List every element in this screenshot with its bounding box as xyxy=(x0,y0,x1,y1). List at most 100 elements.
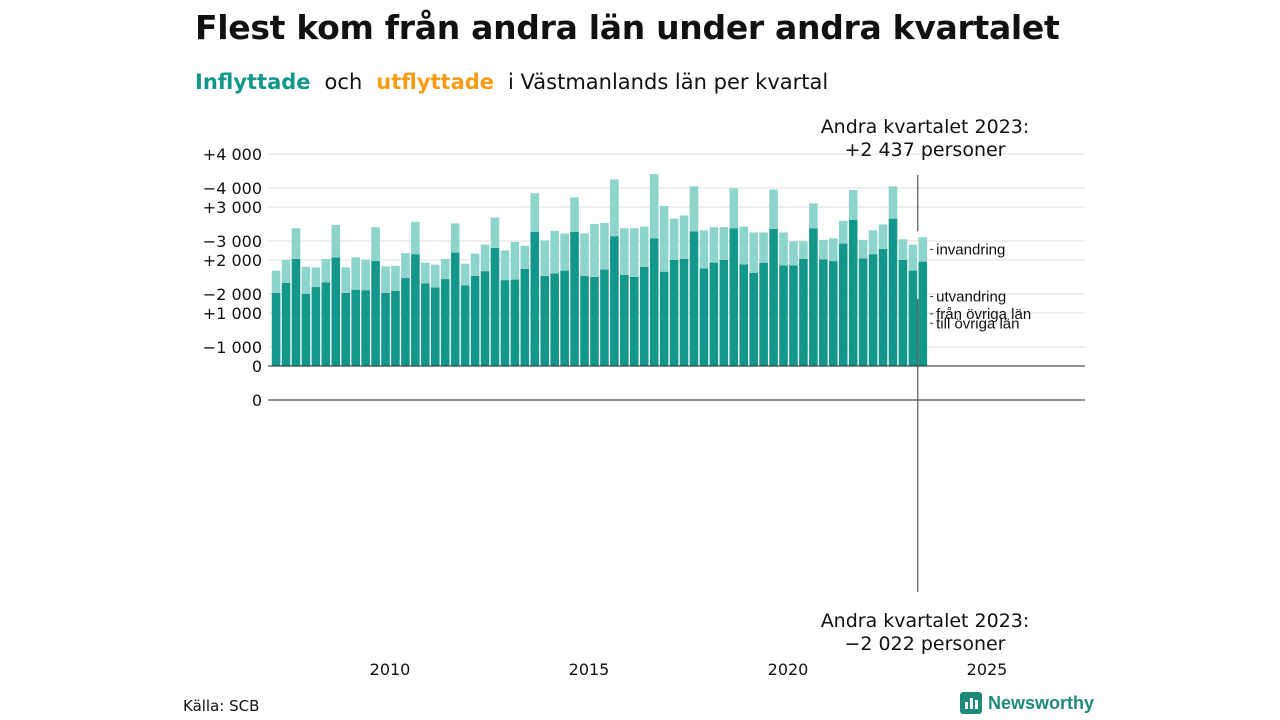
bar-in-counties-17 xyxy=(440,279,450,366)
bar-in-counties-35 xyxy=(620,274,629,366)
bar-in-immigration-14 xyxy=(411,221,420,255)
x-tick-1: 2015 xyxy=(569,660,610,679)
bar-in-counties-25 xyxy=(520,269,530,366)
y-tick-top-1: +3 000 xyxy=(203,198,262,217)
x-tick-3: 2025 xyxy=(967,660,1008,679)
bar-in-counties-19 xyxy=(460,285,470,366)
bar-in-immigration-40 xyxy=(669,218,679,260)
subtitle-utflyttade: utflyttade xyxy=(376,70,495,94)
bar-in-counties-13 xyxy=(401,278,410,366)
bar-in-immigration-38 xyxy=(649,174,659,239)
bar-in-immigration-0 xyxy=(271,270,281,293)
bar-in-counties-37 xyxy=(639,266,649,366)
y-tick-bottom-2: −2 000 xyxy=(203,285,262,304)
subtitle-och: och xyxy=(324,70,363,94)
bar-in-counties-59 xyxy=(858,258,868,366)
y-tick-bottom-1: −1 000 xyxy=(203,338,262,357)
bar-in-counties-36 xyxy=(629,276,639,366)
bar-in-immigration-50 xyxy=(769,189,778,229)
bar-in-immigration-59 xyxy=(858,239,868,259)
bar-in-immigration-35 xyxy=(620,228,629,275)
bar-in-immigration-30 xyxy=(570,197,579,232)
annotation-bottom-line-1: −2 022 personer xyxy=(845,633,1006,655)
bar-in-immigration-15 xyxy=(421,262,430,284)
brand-logo: Newsworthy xyxy=(960,692,1094,714)
bar-in-immigration-5 xyxy=(321,258,331,283)
chart-title: Flest kom från andra län under andra kva… xyxy=(195,8,1060,47)
bar-in-immigration-19 xyxy=(460,263,470,286)
bar-in-counties-44 xyxy=(709,262,719,366)
bar-in-counties-55 xyxy=(819,259,828,366)
bar-in-counties-28 xyxy=(550,273,559,366)
bar-in-counties-30 xyxy=(570,231,579,366)
bar-in-immigration-26 xyxy=(530,193,540,232)
bar-in-immigration-16 xyxy=(430,264,440,288)
bar-in-immigration-63 xyxy=(898,239,908,260)
bar-in-counties-5 xyxy=(321,282,331,366)
bar-in-immigration-33 xyxy=(600,222,609,270)
bar-in-immigration-24 xyxy=(510,241,520,280)
bar-in-immigration-41 xyxy=(679,215,689,259)
brand-name: Newsworthy xyxy=(988,692,1095,713)
bar-in-immigration-12 xyxy=(391,265,400,291)
bar-in-counties-14 xyxy=(411,254,420,366)
y-tick-bottom-4: −4 000 xyxy=(203,179,262,198)
bar-in-counties-20 xyxy=(470,275,480,366)
bar-in-counties-16 xyxy=(430,287,440,366)
bar-in-immigration-62 xyxy=(888,186,898,219)
bar-in-counties-38 xyxy=(649,238,659,366)
bar-in-immigration-28 xyxy=(550,230,559,274)
y-tick-top-4: 0 xyxy=(252,357,262,376)
y-tick-bottom-0: 0 xyxy=(252,391,262,410)
bar-in-immigration-64 xyxy=(908,244,918,271)
bar-in-immigration-52 xyxy=(789,241,798,266)
bar-in-immigration-57 xyxy=(838,220,848,244)
bar-in-counties-43 xyxy=(699,268,709,366)
bar-in-immigration-39 xyxy=(659,205,669,272)
bar-in-immigration-45 xyxy=(719,227,729,260)
bar-in-counties-39 xyxy=(659,271,669,366)
annotation-top-line-1: +2 437 personer xyxy=(845,139,1006,161)
bar-in-counties-1 xyxy=(281,282,291,366)
chart-subtitle: Inflyttade och utflyttade i Västmanlands lä… xyxy=(195,70,842,94)
bar-in-immigration-2 xyxy=(291,228,301,259)
bar-in-immigration-55 xyxy=(819,239,828,260)
bar-in-counties-21 xyxy=(480,271,490,366)
bar-in-counties-11 xyxy=(381,292,390,366)
label-fran-ovriga-lan: från övriga län xyxy=(936,306,1031,323)
bar-in-immigration-11 xyxy=(381,266,390,293)
bar-in-counties-54 xyxy=(809,228,818,366)
bar-in-immigration-42 xyxy=(689,186,699,232)
bar-in-counties-51 xyxy=(779,265,788,366)
bar-in-immigration-20 xyxy=(470,253,480,276)
bar-in-counties-15 xyxy=(421,283,430,366)
bar-in-counties-4 xyxy=(311,287,321,366)
bar-in-immigration-53 xyxy=(799,241,808,259)
bar-in-counties-2 xyxy=(291,258,301,366)
bar-in-immigration-49 xyxy=(759,232,768,263)
bar-in-counties-33 xyxy=(600,269,609,366)
bar-in-counties-45 xyxy=(719,260,729,366)
bar-in-counties-27 xyxy=(540,275,550,366)
bar-in-counties-63 xyxy=(898,260,908,366)
bar-in-immigration-21 xyxy=(480,244,490,272)
bar-in-immigration-46 xyxy=(729,188,739,229)
bar-in-immigration-56 xyxy=(828,238,838,262)
bar-in-counties-40 xyxy=(669,260,679,366)
bar-in-immigration-47 xyxy=(739,226,749,265)
bar-in-counties-49 xyxy=(759,262,768,366)
source-label: Källa: SCB xyxy=(183,697,260,715)
bar-in-immigration-10 xyxy=(371,227,380,262)
label-invandring: invandring xyxy=(936,241,1005,258)
bar-in-counties-57 xyxy=(838,243,848,366)
bar-in-immigration-9 xyxy=(361,259,370,291)
bar-in-immigration-17 xyxy=(440,258,450,280)
bar-in-counties-23 xyxy=(500,280,510,366)
bar-in-counties-26 xyxy=(530,231,540,366)
x-tick-2: 2020 xyxy=(768,660,809,679)
bar-in-counties-7 xyxy=(341,292,351,366)
bar-in-counties-56 xyxy=(828,261,838,366)
y-tick-bottom-3: −3 000 xyxy=(203,232,262,251)
bar-in-immigration-51 xyxy=(779,232,788,266)
